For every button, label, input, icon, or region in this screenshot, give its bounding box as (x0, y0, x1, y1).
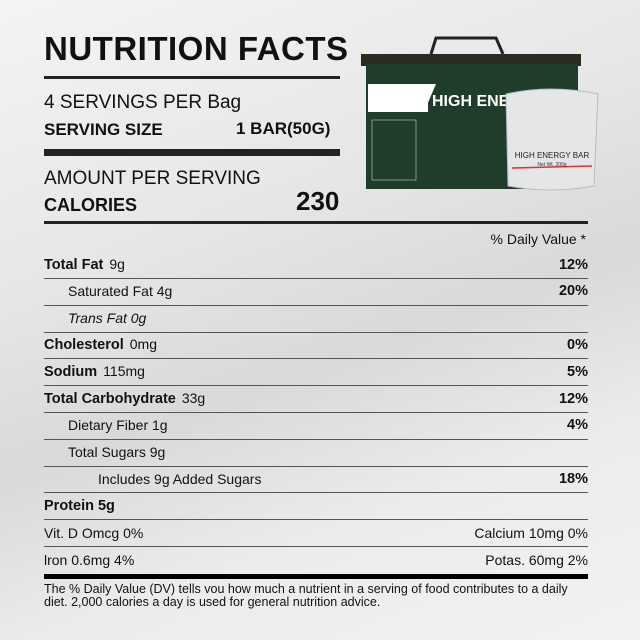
nutrient-row: Protein 5g (44, 492, 588, 521)
nutrient-row: Saturated Fat 4g 20% (44, 278, 588, 306)
nutrient-row: Total Fat 9g 12% (44, 251, 588, 279)
daily-value-header: % Daily Value * (490, 231, 586, 247)
vitamin-left: Vit. D Omcg 0% (44, 524, 144, 541)
nutrient-row: Includes 9g Added Sugars 18% (44, 465, 588, 494)
nutrient-row: Total Sugars 9g (44, 439, 588, 467)
nutrient-name: Sodium (44, 364, 98, 381)
nutrient-name: Cholesterol (44, 337, 124, 354)
divider (44, 574, 588, 579)
nutrient-name: Saturated Fat 4g (68, 283, 173, 300)
calories-value: 230 (296, 186, 340, 216)
nutrient-daily-value: 12% (558, 256, 588, 273)
nutrient-name: Total Sugars 9g (68, 444, 166, 461)
nutrient-daily-value: 18% (558, 470, 588, 487)
serving-size-label: SERVING SIZE (44, 120, 163, 139)
nutrient-amount: 33g (181, 390, 206, 406)
nutrient-amount: 9g (109, 256, 125, 272)
nutrient-name: Total Fat (44, 257, 104, 273)
bag-weight: Net Wt. 200g (537, 162, 566, 168)
nutrient-daily-value: 0% (567, 336, 588, 353)
nutrient-name: Includes 9g Added Sugars (98, 470, 262, 487)
nutrient-daily-value: 4% (567, 417, 588, 434)
nutrient-label: Cholesterol 0mg (44, 336, 157, 353)
page-title: NUTRITION FACTS (44, 30, 349, 67)
nutrient-label: Total Sugars 9g (44, 444, 165, 460)
nutrient-label: Protein 5g (44, 497, 115, 514)
nutrient-label: Sodium 115mg (44, 363, 145, 380)
nutrient-label: Includes 9g Added Sugars (44, 471, 261, 487)
divider (44, 221, 588, 224)
nutrient-row: Trans Fat 0g (44, 305, 588, 333)
nutrient-daily-value: 20% (558, 283, 588, 300)
nutrient-daily-value: 5% (567, 363, 588, 380)
divider (44, 76, 340, 79)
nutrient-name: Protein 5g (44, 498, 115, 515)
nutrient-name: Total Carbohydrate (44, 391, 176, 407)
box-label: HIGH ENE (432, 93, 510, 110)
amount-per-serving: AMOUNT PER SERVING (44, 168, 261, 189)
nutrient-row: Dietary Fiber 1g 4% (44, 412, 588, 440)
servings-per-container: 4 SERVINGS PER Bag (44, 92, 242, 113)
calories-label: CALORIES (44, 195, 138, 215)
nutrient-row: Sodium 115mg 5% (44, 358, 588, 387)
serving-size-value: 1 BAR(50G) (236, 119, 331, 138)
vitamin-row: Vit. D Omcg 0% Calcium 10mg 0% (44, 519, 588, 547)
product-image: HIGH ENE HIGH ENERGY BAR Net Wt. 200g (361, 36, 599, 191)
divider (44, 149, 340, 156)
nutrient-daily-value: 12% (558, 390, 588, 407)
nutrient-label: Trans Fat 0g (44, 310, 146, 326)
bag-label: HIGH ENERGY BAR (515, 151, 590, 160)
nutrient-label: Dietary Fiber 1g (44, 417, 168, 433)
nutrient-amount: 0mg (129, 336, 157, 353)
nutrient-label: Saturated Fat 4g (44, 283, 172, 299)
vitamin-right: Potas. 60mg 2% (485, 551, 588, 568)
nutrient-name: Dietary Fiber 1g (68, 417, 168, 434)
vitamin-right: Calcium 10mg 0% (474, 524, 588, 541)
vitamin-left: lron 0.6mg 4% (44, 551, 135, 568)
nutrient-row: Total Carbohydrate 33g 12% (44, 385, 588, 413)
nutrient-name: Trans Fat 0g (68, 310, 147, 327)
nutrient-label: Total Carbohydrate 33g (44, 390, 205, 407)
nutrient-label: Total Fat 9g (44, 256, 125, 273)
nutrient-row: Cholesterol 0mg 0% (44, 331, 588, 360)
nutrient-amount: 115mg (103, 363, 145, 380)
vitamin-row: lron 0.6mg 4% Potas. 60mg 2% (44, 546, 588, 573)
footnote: The % Daily Value (DV) tells vou how muc… (44, 582, 568, 609)
